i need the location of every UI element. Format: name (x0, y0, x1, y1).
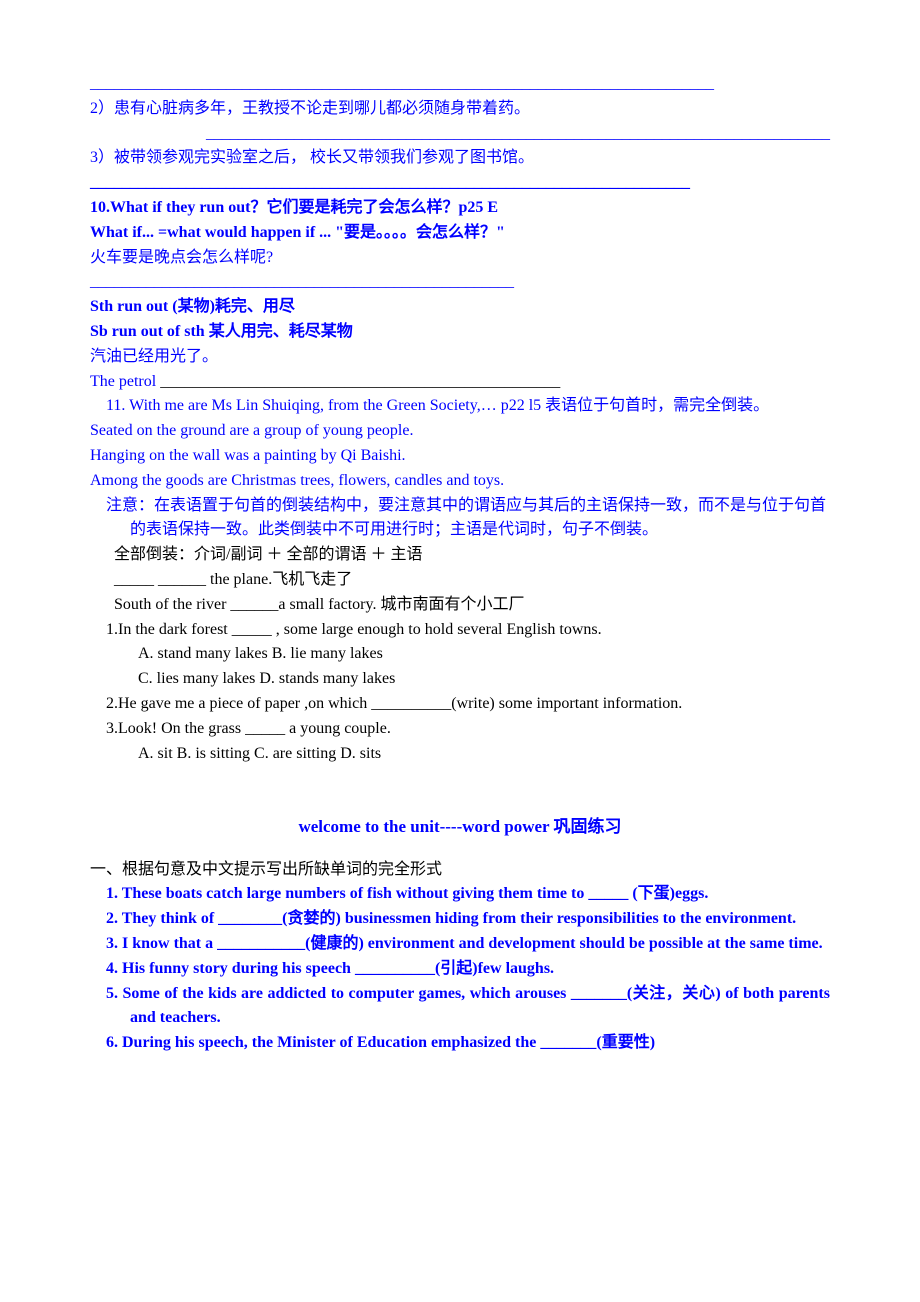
black-l1: 全部倒装：介词/副词 ＋ 全部的谓语 ＋ 主语 (90, 543, 830, 568)
item10-blank: ________________________________________… (160, 373, 560, 390)
black-l2: _____ ______ the plane.飞机飞走了 (90, 568, 830, 593)
item10-line5: Sb run out of sth 某人用完、耗尽某物 (90, 320, 830, 345)
underline-full: ________________________________________… (90, 72, 830, 97)
black-l3: South of the river ______a small factory… (90, 593, 830, 618)
black-q1b: C. lies many lakes D. stands many lakes (90, 667, 830, 692)
black-q3a: A. sit B. is sitting C. are sitting D. s… (90, 742, 830, 767)
section2-head: 一、根据句意及中文提示写出所缺单词的完全形式 (90, 858, 830, 883)
section2-q6: 6. During his speech, the Minister of Ed… (90, 1031, 830, 1056)
section2-q1: 1. These boats catch large numbers of fi… (90, 882, 830, 907)
underline-q2: ________________________________________… (90, 122, 830, 147)
black-q2: 2.He gave me a piece of paper ,on which … (90, 692, 830, 717)
black-q1a: A. stand many lakes B. lie many lakes (90, 642, 830, 667)
question-3: 3）被带领参观完实验室之后， 校长又带领我们参观了图书馆。 (90, 146, 830, 171)
item10-prefix: The petrol (90, 373, 160, 390)
item10-line4: Sth run out (某物)耗完、用尽 (90, 295, 830, 320)
item10-underline: ________________________________________… (90, 270, 830, 295)
item11-sentence1: Seated on the ground are a group of youn… (90, 419, 830, 444)
item11-sentence3: Among the goods are Christmas trees, flo… (90, 469, 830, 494)
item10-line2: What if... =what would happen if ... "要是… (90, 221, 830, 246)
black-q3: 3.Look! On the grass _____ a young coupl… (90, 717, 830, 742)
section2-q2: 2. They think of ________(贪婪的) businessm… (90, 907, 830, 932)
section2-title: welcome to the unit----word power 巩固练习 (90, 814, 830, 840)
underline-q3: ________________________________________… (90, 171, 830, 196)
item10-line7: The petrol _____________________________… (90, 370, 830, 395)
item10-line3: 火车要是晚点会怎么样呢? (90, 246, 830, 271)
item11-note: 注意：在表语置于句首的倒装结构中，要注意其中的谓语应与其后的主语保持一致，而不是… (90, 494, 830, 544)
item11-sentence2: Hanging on the wall was a painting by Qi… (90, 444, 830, 469)
item10-line1: 10.What if they run out？它们要是耗完了会怎么样？p25 … (90, 196, 830, 221)
black-q1: 1.In the dark forest _____ , some large … (90, 618, 830, 643)
item10-line6: 汽油已经用光了。 (90, 345, 830, 370)
item11-line1: 11. With me are Ms Lin Shuiqing, from th… (90, 394, 830, 419)
question-2: 2）患有心脏病多年，王教授不论走到哪儿都必须随身带着药。 (90, 97, 830, 122)
section2-q3: 3. I know that a ___________(健康的) enviro… (90, 932, 830, 957)
section2-q5: 5. Some of the kids are addicted to comp… (90, 982, 830, 1032)
section2-q4: 4. His funny story during his speech ___… (90, 957, 830, 982)
